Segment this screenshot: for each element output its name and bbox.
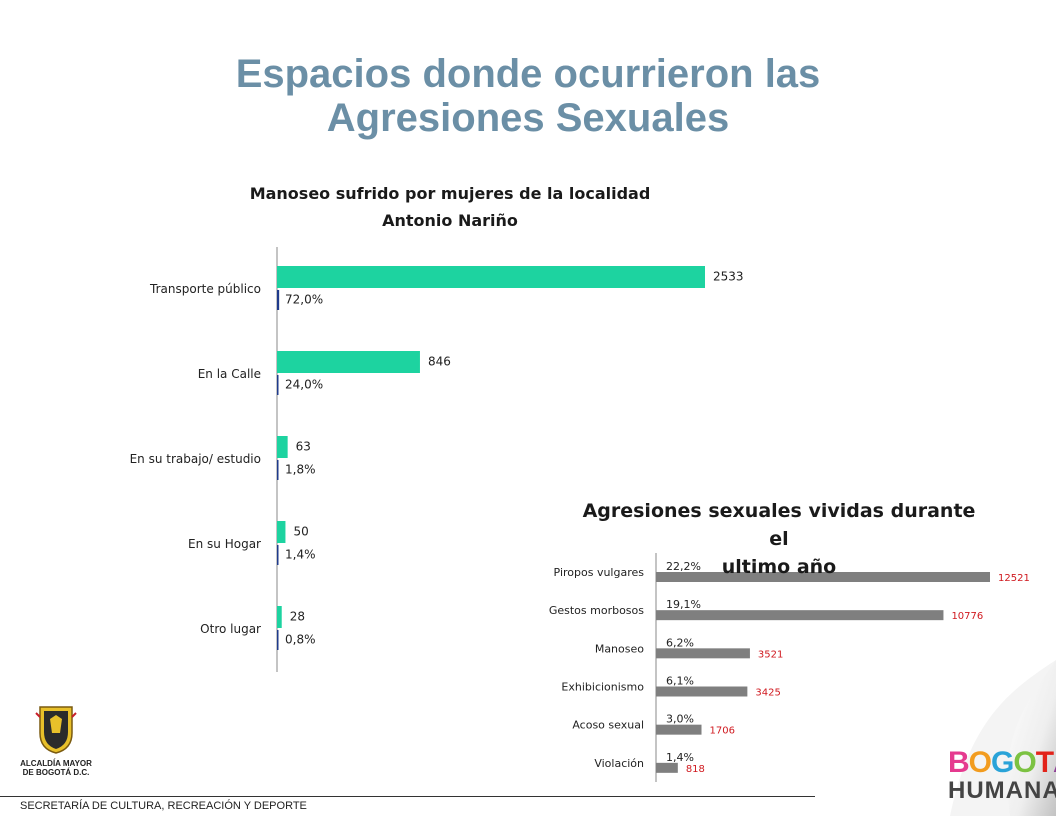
chart1-count-label: 63 <box>296 440 311 454</box>
chart1-title-line1: Manoseo sufrido por mujeres de la locali… <box>249 184 651 203</box>
chart1-percent-bar <box>277 290 280 310</box>
chart1-count-label: 846 <box>428 355 451 369</box>
chart2-percent-label: 3,0% <box>666 713 694 726</box>
chart1-category-label: Transporte público <box>149 282 261 296</box>
chart2-value-label: 3521 <box>758 649 783 660</box>
chart1-percent-label: 1,8% <box>285 463 316 477</box>
footer-divider <box>0 796 815 797</box>
chart1-count-label: 2533 <box>713 270 744 284</box>
chart2-bar <box>656 572 990 582</box>
chart1-percent-bar <box>277 630 279 650</box>
alcaldia-line1: ALCALDÍA MAYOR <box>20 759 92 768</box>
chart2-bar <box>656 686 748 697</box>
chart2-value-label: 10776 <box>951 611 983 622</box>
bogota-humana-logo: BOGOTÁ HUMANA <box>948 746 1056 804</box>
brand-line2: HUMANA <box>948 777 1056 804</box>
chart1-count-label: 50 <box>293 525 308 539</box>
coat-of-arms-icon <box>35 706 77 754</box>
brand-line1: BOGOTÁ <box>948 746 1056 779</box>
chart1-percent-bar <box>277 460 279 480</box>
chart2-category-label: Exhibicionismo <box>561 681 644 694</box>
alcaldia-logo: ALCALDÍA MAYOR DE BOGOTÁ D.C. <box>14 703 98 777</box>
chart2-title-line1: Agresiones sexuales vividas durante el <box>582 500 976 550</box>
page-title-line2: Agresiones Sexuales <box>326 96 730 140</box>
chart2-percent-label: 22,2% <box>666 560 701 573</box>
chart1-count-bar <box>277 521 286 543</box>
chart1-percent-label: 72,0% <box>285 293 323 307</box>
chart1-category-label: En su trabajo/ estudio <box>130 452 261 466</box>
chart1-count-bar <box>277 606 282 628</box>
chart2-value-label: 3425 <box>755 688 780 699</box>
alcaldia-line2: DE BOGOTÁ D.C. <box>22 768 90 777</box>
chart1-title-line2: Antonio Nariño <box>382 211 518 230</box>
page-title-line1: Espacios donde ocurrieron las <box>235 52 821 96</box>
chart2-title: Agresiones sexuales vividas durante el u… <box>570 497 988 581</box>
chart2-percent-label: 6,2% <box>666 636 694 649</box>
chart2-category-label: Manoseo <box>595 642 644 655</box>
chart2-bar <box>656 724 702 735</box>
chart2-title-line2: ultimo año <box>721 556 837 578</box>
chart1-title: Manoseo sufrido por mujeres de la locali… <box>180 180 720 234</box>
chart1-category-label: En su Hogar <box>188 537 261 551</box>
chart2-category-label: Gestos morbosos <box>549 604 644 617</box>
chart1-count-label: 28 <box>290 610 305 624</box>
chart1-percent-label: 1,4% <box>285 548 316 562</box>
chart2-percent-label: 19,1% <box>666 598 701 611</box>
chart1-percent-bar <box>277 375 279 395</box>
chart1-count-bar <box>277 351 420 373</box>
chart1-percent-bar <box>277 545 279 565</box>
chart1-count-bar <box>277 266 705 288</box>
footer-text: SECRETARÍA DE CULTURA, RECREACIÓN Y DEPO… <box>20 800 307 812</box>
chart1-percent-label: 0,8% <box>285 633 316 647</box>
chart2-percent-label: 6,1% <box>666 675 694 688</box>
chart2-category-label: Violación <box>594 757 644 770</box>
chart1-count-bar <box>277 436 288 458</box>
chart2-category-label: Piropos vulgares <box>554 566 645 579</box>
chart2-bar <box>656 762 678 773</box>
chart2-value-label: 1706 <box>710 726 735 737</box>
chart1-percent-label: 24,0% <box>285 378 323 392</box>
chart1-category-label: Otro lugar <box>200 622 261 636</box>
chart2-value-label: 12521 <box>998 573 1030 584</box>
chart1-category-label: En la Calle <box>198 367 261 381</box>
chart2-percent-label: 1,4% <box>666 751 694 764</box>
chart2-bar <box>656 610 944 621</box>
chart2-category-label: Acoso sexual <box>572 719 644 732</box>
chart2-value-label: 818 <box>686 764 705 775</box>
page-title: Espacios donde ocurrieron las Agresiones… <box>0 52 1056 140</box>
chart2-bar <box>656 648 750 659</box>
page-curl-decoration <box>950 660 1056 816</box>
